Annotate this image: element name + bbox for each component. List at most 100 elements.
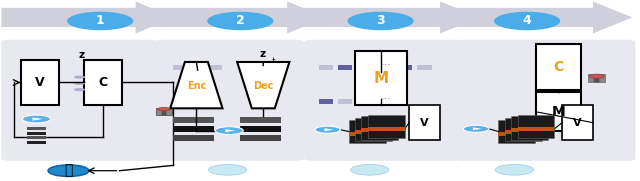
Text: 1: 1 [96,14,104,28]
Bar [173,126,214,132]
Bar [319,99,333,104]
Polygon shape [33,117,43,121]
Bar [562,105,593,140]
Circle shape [67,12,133,30]
Circle shape [463,125,489,132]
Bar [191,65,204,70]
Text: 🌍: 🌍 [64,163,73,177]
Polygon shape [225,129,236,132]
Polygon shape [454,1,632,33]
Bar [355,130,392,134]
FancyBboxPatch shape [1,40,157,161]
Text: 3: 3 [376,14,385,28]
Text: $t$: $t$ [90,57,96,68]
Bar [20,60,59,105]
Polygon shape [301,1,479,33]
Bar [240,126,281,132]
Circle shape [74,75,85,79]
Bar [209,65,222,70]
Circle shape [74,82,85,85]
Bar [84,60,122,105]
Bar [355,51,407,105]
Text: ···: ··· [381,94,392,104]
Bar [339,99,353,104]
Bar [511,116,548,140]
Polygon shape [473,127,482,130]
Circle shape [351,165,389,175]
Text: $\mathbf{z}$: $\mathbf{z}$ [78,50,86,60]
Text: V: V [420,118,429,128]
Bar [536,44,581,90]
Polygon shape [237,62,289,108]
Circle shape [209,165,246,175]
Bar [355,118,392,141]
Bar [536,92,581,131]
Bar [173,134,214,141]
Bar [27,127,46,130]
Bar [173,65,186,70]
Bar [362,116,398,140]
Bar [499,120,536,143]
Bar [588,74,605,82]
Text: ···: ··· [381,61,392,71]
Text: $\mathbf{z}$: $\mathbf{z}$ [259,49,267,59]
Bar [319,65,333,70]
Circle shape [48,165,89,176]
Bar [511,129,548,132]
Circle shape [348,12,413,30]
Polygon shape [1,1,173,33]
Text: V: V [573,118,582,128]
Polygon shape [148,1,326,33]
Bar [505,130,541,134]
Text: 4: 4 [523,14,531,28]
Circle shape [494,12,560,30]
Bar [240,134,281,141]
Bar [349,132,386,136]
Text: 2: 2 [236,14,244,28]
Bar [518,115,554,138]
Bar [409,105,440,140]
Bar [162,109,166,115]
Bar [378,99,392,104]
Bar [27,141,46,144]
FancyBboxPatch shape [454,40,636,161]
Bar [505,118,541,141]
Bar [594,76,599,82]
Bar [362,129,398,132]
Bar [397,65,412,70]
Bar [27,136,46,139]
Text: M: M [373,71,388,86]
Circle shape [315,126,340,133]
Text: C: C [99,76,108,89]
FancyBboxPatch shape [154,40,304,161]
Text: M: M [552,105,566,119]
Bar [358,65,372,70]
Bar [358,99,372,104]
Text: $t$: $t$ [271,55,276,66]
Text: Dec: Dec [253,81,273,91]
Bar [173,117,214,123]
Bar [518,127,554,131]
Text: V: V [35,76,44,89]
Text: C: C [554,60,564,74]
Polygon shape [324,128,333,131]
Bar [499,132,536,136]
FancyBboxPatch shape [304,40,460,161]
Bar [349,120,386,143]
Text: Enc: Enc [187,81,206,91]
Bar [339,65,353,70]
Bar [368,115,404,138]
Bar [417,65,431,70]
Circle shape [207,12,273,30]
Circle shape [22,115,51,123]
Bar [240,117,281,123]
Circle shape [495,165,534,175]
Bar [27,132,46,135]
Circle shape [215,127,243,134]
Bar [156,108,172,115]
Circle shape [74,88,85,91]
Circle shape [157,108,170,111]
Circle shape [589,74,604,78]
Polygon shape [170,62,223,108]
Bar [378,65,392,70]
